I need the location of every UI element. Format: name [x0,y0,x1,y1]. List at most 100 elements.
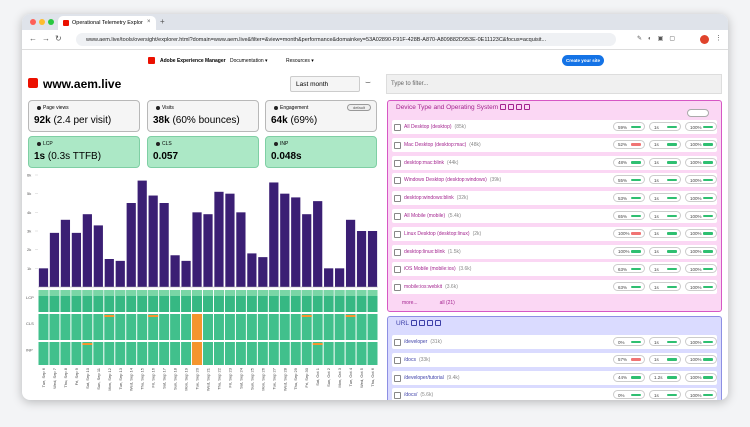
nav-resources[interactable]: Resources ▾ [286,58,314,64]
facet-icon[interactable] [524,104,531,110]
lane-cell-top [38,290,49,296]
tab[interactable]: Operational Telemetry Explor × [58,16,156,30]
metric-pill: 100% [685,228,717,238]
facet: Device Type and Operating System All Desk… [387,100,722,312]
lane-cell-top [181,290,192,296]
row-label[interactable]: Linux Desktop (desktop:linux) (2k) [404,231,481,237]
lane-cell [301,314,312,340]
filter-input[interactable]: Type to filter... [386,74,722,94]
card-detail: (60% bounces) [172,115,240,126]
all-link[interactable]: all (21) [439,300,455,306]
checkbox[interactable] [394,284,401,292]
row-name: Windows Desktop (desktop:windows) [404,177,487,184]
menu[interactable]: ⋮ [715,35,722,42]
checkbox[interactable] [394,213,401,220]
checkbox[interactable] [394,141,401,149]
facet-icon[interactable] [419,320,426,326]
card-value: 92k (2.4 per visit) [34,115,111,126]
period-select[interactable]: Last month [290,76,360,92]
more-link[interactable]: more... [402,300,418,306]
nav-buttons[interactable]: ←→↻ [29,34,67,43]
url: www.aem.live/tools/oversight/explorer.ht… [86,36,547,43]
card-button[interactable]: default [346,104,371,111]
bar [214,191,224,287]
row-label[interactable]: All Mobile (mobile) (5.4k) [404,213,461,219]
profile[interactable] [700,35,709,44]
cta-button[interactable]: Create your site [562,55,604,66]
lane-cell-top [257,290,268,296]
lane-cell [170,342,181,365]
x-tick-label: Wed, Sep 21 [206,367,211,391]
row-label[interactable]: desktop:linux:blink (1.5k) [404,249,461,255]
lane-cell-top [93,290,104,296]
lane-cell-top [159,290,170,296]
checkbox[interactable] [394,374,401,382]
zoom-button[interactable] [48,19,54,25]
lane-cell [312,342,323,365]
checkbox[interactable] [394,159,401,167]
facet-toggle[interactable] [687,109,709,117]
row-label[interactable]: All Desktop (desktop) (85k) [404,124,466,130]
nav-documentation[interactable]: Documentation ▾ [230,58,268,64]
checkbox[interactable] [394,230,401,238]
row-label[interactable]: desktop:windows:blink (32k) [404,195,468,201]
lane-cell [93,342,104,365]
bar [192,212,202,287]
row-label[interactable]: /docs/(5.6k) [404,392,433,398]
metric-value: 1s [654,177,659,183]
metric-pill: 44% [613,372,645,382]
brand: Adobe Experience Manager [160,58,226,64]
address-bar[interactable]: www.aem.live/tools/oversight/explorer.ht… [76,33,616,46]
facet-icon[interactable] [435,320,442,326]
checkbox[interactable] [394,356,401,364]
metric-value: 100% [690,249,702,255]
metric-pill: 100% [685,139,717,149]
bar [367,231,378,287]
row-label[interactable]: mobile:ios:webkit (3.6k) [404,284,458,290]
new-tab[interactable]: + [160,17,165,26]
checkbox[interactable] [394,392,401,400]
row-label[interactable]: /developer/tutorial (9.4k) [404,375,460,381]
card-value: 1s (0.3s TTFB) [34,151,101,162]
tab-close[interactable]: × [147,19,151,25]
checkbox[interactable] [394,177,401,185]
facet-icon[interactable] [516,104,523,110]
extensions[interactable]: ✎◐▣▢ [637,36,681,42]
checkbox[interactable] [394,266,401,274]
lane-cell [126,314,137,340]
metric-value: 53% [618,195,628,201]
row-label[interactable]: Windows Desktop (desktop:windows) (39k) [404,177,501,183]
card-label: Visits [156,105,174,111]
metric-pill: 100% [685,372,717,382]
facet-icon[interactable] [411,320,418,326]
lane-alert [148,315,159,317]
facet-title: URL [396,320,410,327]
metric-pill: 48% [613,157,645,167]
facet-icon[interactable] [500,104,507,110]
minimize-button[interactable] [39,19,45,25]
row-label[interactable]: desktop:mac:blink (44k) [404,160,458,166]
metric-bar [667,196,677,200]
facet-row: /docs (33k) 57% 1s 100% [392,352,717,367]
bar [115,260,125,287]
row-label[interactable]: /developer (31k) [404,339,442,345]
checkbox[interactable] [394,124,401,131]
x-tick-label: Fri, Sep 16 [151,367,156,387]
metric-bar [703,285,713,289]
checkbox[interactable] [394,195,401,203]
checkbox[interactable] [394,339,401,346]
metric-pill: 1s [649,228,681,238]
row-label[interactable]: iOS Mobile (mobile:ios) (3.6k) [404,266,471,272]
facet-icon[interactable] [427,320,434,326]
lane-cell [279,342,290,365]
bar [170,255,180,287]
facet-icon[interactable] [508,104,515,110]
checkbox[interactable] [394,248,401,256]
row-label[interactable]: Mac Desktop (desktop:mac) (48k) [404,142,481,148]
lane-cell [115,314,126,340]
hide-icon[interactable]: ⌣ [365,77,371,87]
close-button[interactable] [30,19,36,25]
x-tick-label: Mon, Sep 19 [184,367,189,390]
metric-bar [703,214,713,217]
row-label[interactable]: /docs (33k) [404,357,430,363]
